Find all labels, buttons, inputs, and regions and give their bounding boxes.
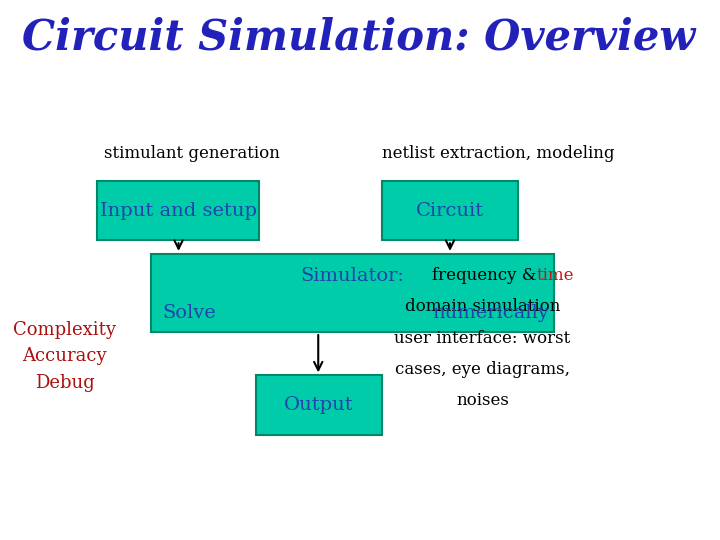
Text: Simulator:: Simulator: — [301, 267, 405, 285]
Text: user interface: worst: user interface: worst — [395, 329, 570, 347]
FancyBboxPatch shape — [382, 181, 518, 240]
Text: frequency &: frequency & — [432, 267, 542, 284]
Text: numerically: numerically — [432, 303, 549, 321]
Text: Circuit: Circuit — [416, 201, 484, 220]
FancyBboxPatch shape — [256, 375, 382, 435]
FancyBboxPatch shape — [97, 181, 259, 240]
Text: noises: noises — [456, 392, 509, 409]
Text: time: time — [536, 267, 574, 284]
Text: Complexity
Accuracy
Debug: Complexity Accuracy Debug — [13, 321, 117, 392]
Text: cases, eye diagrams,: cases, eye diagrams, — [395, 361, 570, 378]
Text: Solve: Solve — [162, 303, 216, 321]
Text: domain simulation: domain simulation — [405, 298, 560, 315]
Text: Input and setup: Input and setup — [99, 201, 257, 220]
FancyBboxPatch shape — [151, 254, 554, 332]
Text: netlist extraction, modeling: netlist extraction, modeling — [382, 145, 614, 162]
Text: stimulant generation: stimulant generation — [104, 145, 280, 162]
Text: Output: Output — [284, 396, 354, 414]
Text: Circuit Simulation: Overview: Circuit Simulation: Overview — [22, 17, 695, 59]
